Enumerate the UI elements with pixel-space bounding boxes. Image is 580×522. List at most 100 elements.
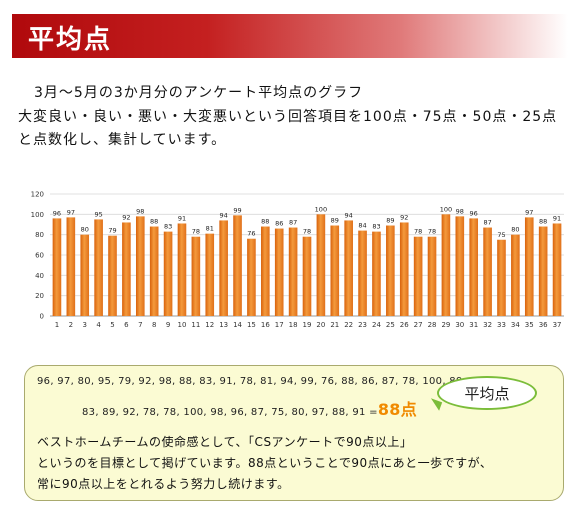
data-label: 98: [456, 207, 464, 215]
bar: [191, 236, 201, 316]
bar: [413, 236, 423, 316]
scores-line-2-text: 83, 89, 92, 78, 78, 100, 98, 96, 87, 75,…: [82, 407, 378, 418]
x-tick-label: 34: [511, 321, 520, 329]
x-tick-label: 1: [55, 321, 59, 329]
bar: [288, 227, 298, 316]
goal-message-line-3: 常に90点以上をとれるよう努力し続けます。: [37, 477, 290, 491]
bar: [330, 225, 340, 316]
data-label: 87: [289, 219, 297, 227]
goal-message: ベストホームチームの使命感として、「CSアンケートで90点以上」 というのを目標…: [37, 432, 557, 495]
x-tick-label: 29: [441, 321, 450, 329]
data-label: 83: [372, 223, 380, 231]
bar: [538, 226, 548, 316]
x-tick-label: 18: [289, 321, 298, 329]
x-tick-label: 19: [303, 321, 312, 329]
bar: [66, 217, 76, 316]
data-label: 76: [247, 230, 255, 238]
x-tick-label: 16: [261, 321, 270, 329]
data-label: 92: [122, 213, 130, 221]
data-label: 79: [108, 227, 116, 235]
bar: [261, 226, 270, 316]
y-tick-label: 60: [35, 252, 44, 260]
data-label: 84: [358, 222, 366, 230]
y-tick-label: 120: [31, 191, 44, 199]
data-label: 96: [53, 209, 61, 217]
x-tick-label: 12: [205, 321, 214, 329]
data-label: 89: [386, 217, 394, 225]
y-tick-label: 20: [35, 292, 44, 300]
data-label: 100: [440, 205, 452, 213]
data-label: 89: [331, 217, 339, 225]
x-tick-label: 33: [497, 321, 506, 329]
data-label: 78: [428, 228, 436, 236]
data-label: 96: [470, 209, 478, 217]
bar: [399, 222, 409, 316]
x-tick-label: 37: [553, 321, 562, 329]
bar: [497, 239, 506, 316]
bar: [455, 216, 465, 316]
data-label: 81: [206, 225, 214, 233]
x-tick-label: 11: [191, 321, 200, 329]
data-label: 91: [178, 214, 186, 222]
bar: [469, 218, 479, 316]
data-label: 92: [400, 213, 408, 221]
x-tick-label: 8: [152, 321, 156, 329]
bar: [427, 236, 437, 316]
x-tick-label: 23: [358, 321, 367, 329]
bar: [483, 227, 492, 316]
x-tick-label: 30: [455, 321, 464, 329]
goal-message-line-1: ベストホームチームの使命感として、「CSアンケートで90点以上」: [37, 435, 413, 449]
summary-panel: 96, 97, 80, 95, 79, 92, 98, 88, 83, 91, …: [24, 365, 564, 501]
x-tick-label: 14: [233, 321, 242, 329]
bar: [122, 222, 131, 316]
bar: [163, 231, 173, 316]
bar: [205, 233, 215, 316]
data-label: 75: [497, 231, 505, 239]
bar: [149, 226, 159, 316]
x-tick-label: 22: [344, 321, 353, 329]
description-text: 大変良い・良い・悪い・大変悪いという回答項目を100点・75点・50点・25点と…: [18, 109, 558, 148]
x-tick-label: 15: [247, 321, 256, 329]
average-callout: 平均点: [437, 376, 537, 410]
bar: [247, 238, 256, 316]
bar: [358, 230, 367, 316]
data-label: 80: [511, 226, 519, 234]
bar: [316, 214, 326, 316]
bar: [386, 225, 395, 316]
x-tick-label: 5: [110, 321, 114, 329]
x-tick-label: 32: [483, 321, 492, 329]
bar: [52, 218, 62, 316]
x-tick-label: 20: [316, 321, 325, 329]
bar: [511, 234, 520, 316]
data-label: 78: [414, 228, 422, 236]
data-label: 95: [94, 210, 102, 218]
y-tick-label: 80: [35, 231, 44, 239]
x-tick-label: 36: [539, 321, 548, 329]
bar: [552, 223, 562, 316]
bar: [94, 219, 103, 316]
bar: [233, 215, 242, 316]
data-label: 88: [539, 218, 547, 226]
x-tick-label: 9: [166, 321, 170, 329]
x-tick-label: 10: [178, 321, 187, 329]
data-label: 94: [345, 211, 353, 219]
data-label: 98: [136, 207, 144, 215]
y-tick-label: 100: [31, 211, 44, 219]
callout-tail: [427, 398, 443, 411]
data-label: 78: [303, 228, 311, 236]
x-tick-label: 3: [82, 321, 86, 329]
title-banner: 平均点: [12, 14, 568, 58]
bar: [80, 234, 90, 316]
bar: [441, 214, 451, 316]
data-label: 88: [150, 218, 158, 226]
data-label: 94: [220, 211, 228, 219]
bar: [108, 235, 117, 316]
x-tick-label: 25: [386, 321, 395, 329]
x-tick-label: 4: [96, 321, 101, 329]
bar: [219, 220, 228, 316]
scores-line-2: 83, 89, 92, 78, 78, 100, 98, 96, 87, 75,…: [82, 396, 417, 420]
data-label: 80: [81, 226, 89, 234]
x-tick-label: 21: [330, 321, 339, 329]
data-label: 88: [261, 218, 269, 226]
